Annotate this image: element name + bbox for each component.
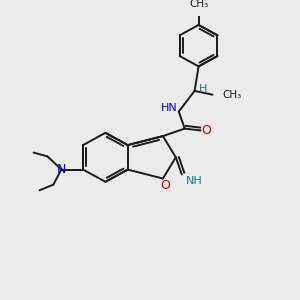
Text: HN: HN [160,103,177,113]
Text: NH: NH [186,176,202,186]
Text: N: N [57,163,66,176]
Text: O: O [202,124,212,137]
Text: CH₃: CH₃ [222,90,242,100]
Text: CH₃: CH₃ [189,0,208,9]
Text: O: O [160,178,170,192]
Text: H: H [199,84,208,94]
